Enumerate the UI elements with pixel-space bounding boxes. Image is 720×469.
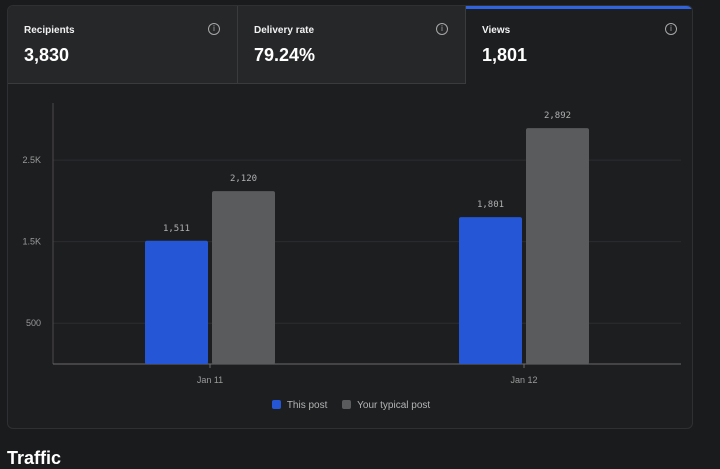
info-icon[interactable]: i [208, 23, 220, 35]
x-tick-label: Jan 12 [510, 375, 537, 385]
bar-value-label: 1,801 [477, 200, 504, 210]
metric-tabs: Recipients 3,830 i Delivery rate 79.24% … [8, 6, 692, 84]
tab-label: Views [482, 25, 511, 36]
tab-recipients[interactable]: Recipients 3,830 i [8, 6, 238, 84]
views-bar-chart: 500 1.5K 2.5K 1,511 2,120 Jan 11 1,801 2,892 Jan… [22, 103, 681, 385]
y-tick-label: 500 [26, 318, 41, 328]
bar-value-label: 1,511 [163, 224, 190, 234]
bar-this-post [145, 240, 208, 364]
x-tick-label: Jan 11 [197, 375, 223, 385]
info-icon[interactable]: i [665, 23, 677, 35]
bar-value-label: 2,892 [544, 111, 571, 121]
tab-delivery-rate[interactable]: Delivery rate 79.24% i [238, 6, 466, 84]
legend-swatch-blue [271, 400, 281, 409]
tab-label: Delivery rate [254, 25, 315, 36]
bar-this-post [459, 217, 522, 364]
tab-views[interactable]: Views 1,801 i [466, 6, 692, 84]
bar-value-label: 2,120 [230, 174, 257, 184]
tab-value: 3,830 [24, 45, 70, 65]
tab-value: 1,801 [482, 45, 528, 65]
legend-label: Your typical post [357, 400, 431, 411]
legend-item-typical-post[interactable]: Your typical post [342, 400, 430, 411]
y-tick-label: 2.5K [22, 155, 41, 165]
tab-label: Recipients [24, 25, 75, 36]
y-tick-label: 1.5K [22, 237, 41, 247]
legend-label: This post [286, 400, 328, 411]
bar-typical-post [212, 191, 275, 364]
legend-swatch-gray [342, 400, 352, 409]
bar-typical-post [526, 128, 589, 364]
tab-value: 79.24% [254, 45, 316, 65]
views-card: Recipients 3,830 i Delivery rate 79.24% … [7, 5, 693, 429]
chart-legend: This post Your typical post [8, 400, 692, 411]
info-icon[interactable]: i [436, 23, 448, 35]
legend-item-this-post[interactable]: This post [271, 400, 328, 411]
